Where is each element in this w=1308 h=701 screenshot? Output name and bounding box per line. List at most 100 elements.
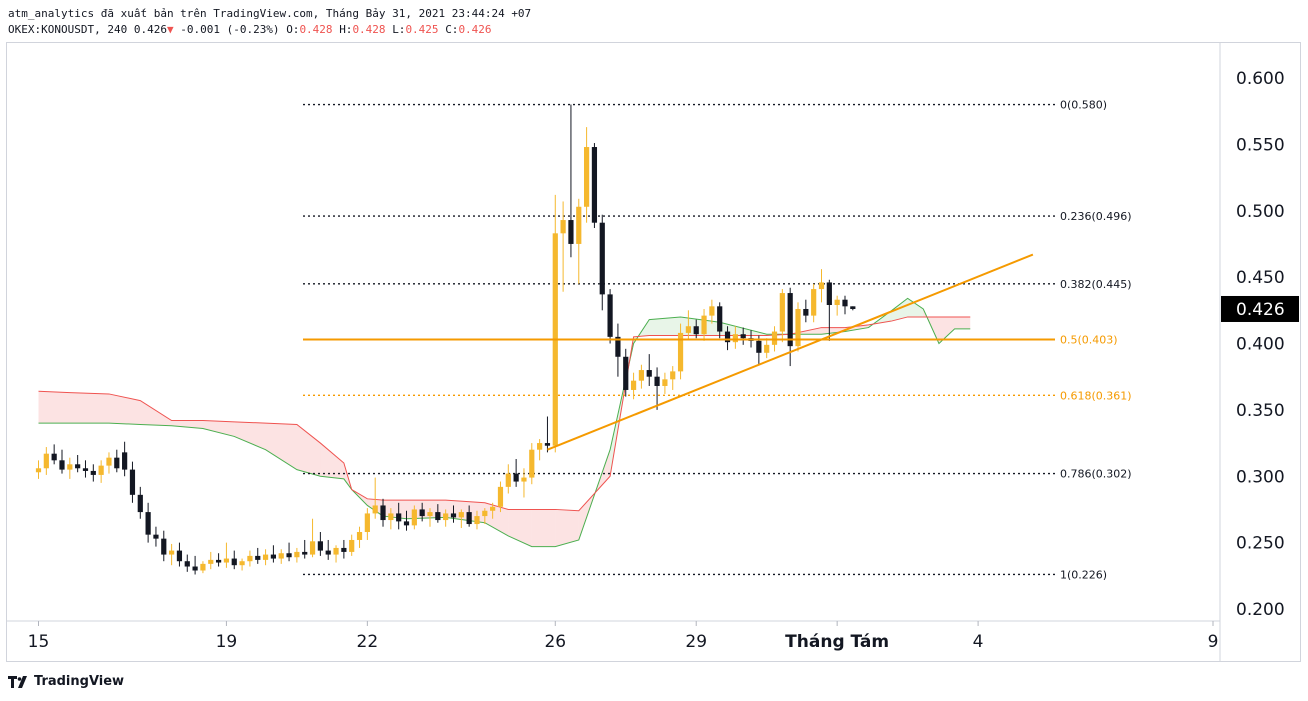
ascending-trendline <box>547 253 1034 451</box>
candle-body <box>466 512 472 525</box>
candle-body <box>787 293 793 347</box>
candle-body <box>317 541 323 551</box>
candle-body <box>200 563 206 571</box>
candle-body <box>349 539 355 552</box>
candle-body <box>215 559 222 563</box>
tradingview-logo-text: TradingView <box>34 674 125 689</box>
candle-body <box>630 380 637 390</box>
price-chart[interactable]: 0(0.580) 0.236(0.496) 0.382(0.445) 0.5(0.40… <box>7 43 1300 661</box>
candle-body <box>67 464 73 470</box>
candle-body <box>302 551 308 555</box>
low-value: 0.425 <box>405 23 439 36</box>
candle-body <box>458 512 464 518</box>
price-tick-label: 0.450 <box>1236 268 1285 288</box>
price-tick-label: 0.600 <box>1236 69 1285 89</box>
candle-body <box>795 308 801 347</box>
candle-body <box>615 336 621 357</box>
tradingview-logo-icon <box>8 675 27 688</box>
cloud-segment <box>383 500 407 519</box>
candle-body <box>35 468 42 473</box>
candle-body <box>184 561 190 567</box>
open-value: 0.428 <box>299 23 333 36</box>
fib-level-label: 0.5(0.403) <box>1060 334 1118 347</box>
candle-body <box>388 513 394 521</box>
cloud-segment <box>320 443 344 479</box>
candle-body <box>638 370 645 381</box>
candle-body <box>82 468 89 471</box>
candle-body <box>396 513 402 522</box>
candle-body <box>842 299 848 307</box>
candle-body <box>709 306 715 316</box>
cloud-segment <box>508 509 532 547</box>
candle-body <box>474 516 480 525</box>
symbol-label[interactable]: OKEX:KONOUSDT, 240 <box>8 23 128 36</box>
candle-body <box>356 532 363 540</box>
candle-body <box>333 547 339 555</box>
candle-body <box>677 332 684 372</box>
cloud-segment <box>938 316 955 344</box>
candle-body <box>490 506 496 511</box>
candle-body <box>372 505 378 514</box>
cloud-segment <box>649 316 681 336</box>
cloud-segment <box>38 391 70 424</box>
candle-body <box>145 512 151 535</box>
candle-body <box>497 486 504 507</box>
time-tick-label: 26 <box>544 632 566 652</box>
cloud-segment <box>69 392 109 424</box>
candle-body <box>505 473 511 487</box>
cloud-span-a-line <box>38 297 971 548</box>
cloud-segment <box>296 424 321 477</box>
candle-body <box>153 534 159 539</box>
time-tick-label: 15 <box>28 632 50 652</box>
price-tick-label: 0.500 <box>1236 202 1285 222</box>
candle-body <box>262 554 269 560</box>
candle-body <box>435 512 441 521</box>
candle-body <box>51 453 57 461</box>
cloud-segment <box>265 423 297 470</box>
candle-body <box>701 315 707 335</box>
cloud-segment <box>484 502 509 536</box>
price-tick-label: 0.550 <box>1236 135 1285 155</box>
candle-body <box>192 566 198 571</box>
candle-body <box>779 293 785 332</box>
price-tick-label: 0.350 <box>1236 401 1285 421</box>
fib-level-label: 0.618(0.361) <box>1060 389 1132 402</box>
time-tick-label: 22 <box>357 632 379 652</box>
cloud-segment <box>844 324 869 332</box>
cloud-span-b-line <box>38 316 971 512</box>
candle-body <box>176 550 183 562</box>
time-tick-label: Tháng Tám <box>785 632 889 652</box>
cloud-segment <box>555 509 579 547</box>
candle-body <box>43 453 49 469</box>
open-label: O: <box>286 23 300 36</box>
cloud-segment <box>821 327 845 335</box>
candle-body <box>834 299 840 306</box>
last-price-marker: 0.426 <box>1221 295 1299 322</box>
cloud-segment <box>954 316 971 329</box>
candle-body <box>231 558 237 566</box>
time-axis: 15 19 22 26 29 Tháng Tám 4 9 <box>28 621 1218 652</box>
candle-body <box>623 356 629 390</box>
candle-body <box>239 561 245 566</box>
candlesticks <box>35 104 856 575</box>
candle-body <box>717 306 723 332</box>
candle-body <box>599 222 605 295</box>
candle-body <box>419 509 425 517</box>
fib-level-label: 0.786(0.302) <box>1060 468 1132 481</box>
candle-body <box>129 469 136 495</box>
chart-frame[interactable]: 0(0.580) 0.236(0.496) 0.382(0.445) 0.5(0.40… <box>6 42 1301 662</box>
price-tick-label: 0.400 <box>1236 335 1285 355</box>
candle-body <box>443 513 449 521</box>
tradingview-logo[interactable]: TradingView <box>8 674 124 689</box>
fibonacci-retracement: 0(0.580) 0.236(0.496) 0.382(0.445) 0.5(0.40… <box>303 99 1132 581</box>
candle-body <box>286 553 292 558</box>
candle-body <box>247 555 253 562</box>
candle-body <box>521 477 527 482</box>
candle-body <box>591 147 598 223</box>
candle-body <box>114 457 120 469</box>
candle-body <box>560 220 566 234</box>
candle-body <box>693 326 699 335</box>
cloud-segment <box>108 393 141 425</box>
candle-body <box>169 550 175 555</box>
candle-body <box>98 465 104 475</box>
